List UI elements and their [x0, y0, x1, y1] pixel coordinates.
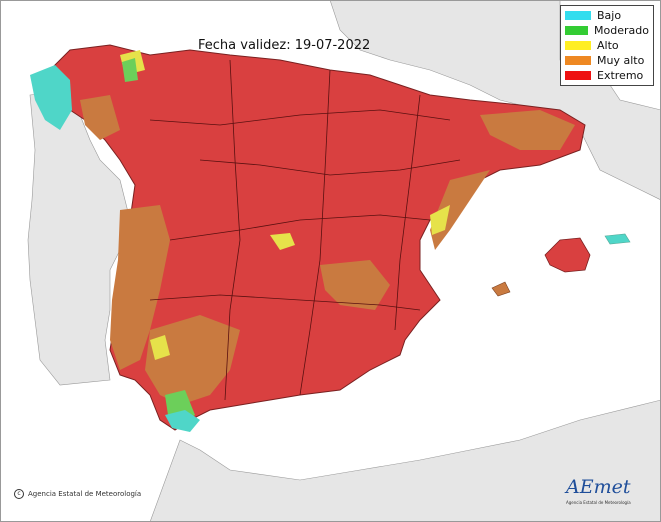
menorca — [604, 233, 631, 245]
map-title: Fecha validez: 19-07-2022 — [198, 38, 371, 53]
alto-south-spot — [150, 335, 170, 360]
legend-swatch-extremo — [565, 71, 591, 80]
legend-label-extremo: Extremo — [597, 69, 644, 82]
bajo-cadiz — [165, 410, 200, 432]
moderado-north-spot — [122, 58, 138, 82]
legend-swatch-muy-alto — [565, 56, 591, 65]
province-boundaries — [149, 59, 461, 401]
legend-label-moderado: Moderado — [594, 24, 649, 37]
logo-text: AEmet — [566, 476, 631, 498]
legend-item-extremo: Extremo — [565, 68, 649, 83]
muy-alto-northeast — [480, 110, 575, 150]
legend-item-bajo: Bajo — [565, 8, 649, 23]
portugal-landmass — [27, 89, 131, 386]
muy-alto-west — [110, 205, 170, 370]
africa-landmass — [149, 399, 661, 522]
legend-label-muy-alto: Muy alto — [597, 54, 645, 67]
legend-label-bajo: Bajo — [597, 9, 622, 22]
muy-alto-southeast — [320, 260, 390, 310]
alto-center-spot — [270, 233, 295, 250]
legend: Bajo Moderado Alto Muy alto Extremo — [560, 5, 654, 86]
aemet-logo: AEmet Agencia Estatal de Meteorología — [562, 474, 631, 508]
legend-swatch-bajo — [565, 11, 591, 20]
muy-alto-south — [145, 315, 240, 405]
alto-east-spot — [430, 205, 450, 235]
muy-alto-northwest — [80, 95, 120, 140]
credit-text: Agencia Estatal de Meteorología — [28, 490, 142, 498]
copyright-credit: c Agencia Estatal de Meteorología — [14, 489, 141, 499]
copyright-icon: c — [14, 489, 24, 499]
ibiza — [491, 281, 511, 297]
legend-label-alto: Alto — [597, 39, 619, 52]
legend-swatch-alto — [565, 41, 591, 50]
logo-subtitle: Agencia Estatal de Meteorología — [566, 500, 631, 505]
legend-item-moderado: Moderado — [565, 23, 649, 38]
legend-item-alto: Alto — [565, 38, 649, 53]
legend-swatch-moderado — [565, 26, 589, 35]
legend-item-muy-alto: Muy alto — [565, 53, 649, 68]
bajo-galicia — [30, 65, 72, 130]
mallorca — [544, 237, 591, 273]
